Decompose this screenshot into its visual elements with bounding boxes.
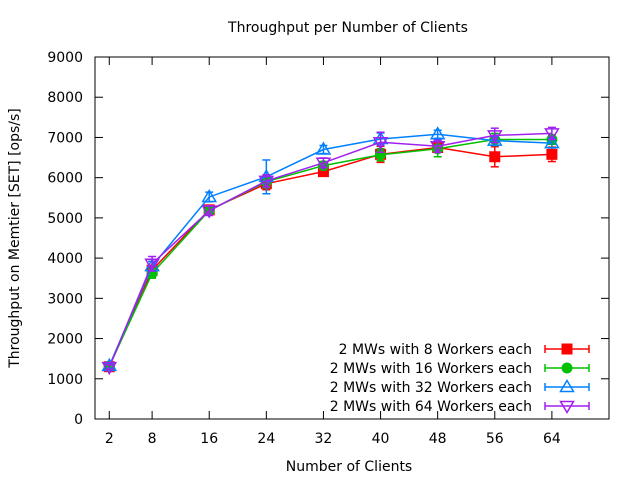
legend-label: 2 MWs with 32 Workers each: [330, 380, 532, 396]
x-tick-label: 16: [200, 431, 218, 447]
data-point: [201, 205, 218, 219]
legend-label: 2 MWs with 64 Workers each: [330, 399, 532, 415]
y-tick-label: 0: [74, 412, 83, 428]
data-point: [544, 128, 560, 142]
data-point: [201, 188, 218, 203]
legend-marker: [559, 379, 575, 393]
data-point: [317, 166, 329, 178]
y-tick-label: 1000: [47, 372, 83, 388]
plot-frame: [94, 56, 610, 420]
y-tick-label: 6000: [47, 171, 83, 187]
x-tick-label: 2: [105, 431, 114, 447]
x-tick-label: 8: [148, 431, 157, 447]
legend: 2 MWs with 8 Workers each 2 MWs with 16 W…: [330, 342, 590, 415]
series-group: [101, 126, 560, 376]
y-tick-label: 4000: [47, 251, 83, 267]
series-line: [108, 132, 552, 368]
x-tick-label: 24: [257, 431, 275, 447]
data-point: [429, 126, 446, 140]
y-tick-label: 5000: [47, 211, 83, 227]
legend-marker: [559, 400, 575, 414]
data-point: [429, 141, 446, 155]
y-axis-label: Throughput on Memtier [SET] [ops/s]: [7, 108, 23, 369]
y-tick-label: 9000: [47, 50, 83, 66]
legend-label: 2 MWs with 8 Workers each: [339, 342, 532, 358]
y-tick-label: 7000: [47, 130, 83, 146]
data-point: [544, 135, 560, 149]
data-point: [101, 361, 118, 376]
y-tick-label: 3000: [47, 291, 83, 307]
x-tick-label: 40: [372, 431, 390, 447]
data-point: [315, 141, 332, 155]
data-point: [546, 148, 558, 160]
data-point: [315, 157, 332, 171]
axes-ticks-group: 0 1000 2000 3000 4000 5000 6000 7000 8000 9000 2 8 1…: [47, 50, 609, 447]
series-line: [108, 146, 552, 368]
series-1: [103, 141, 558, 373]
data-point: [489, 151, 501, 163]
series-line: [108, 138, 552, 367]
x-axis-label: Number of Clients: [286, 459, 412, 475]
legend-label: 2 MWs with 16 Workers each: [330, 361, 532, 377]
data-point: [486, 130, 503, 144]
data-point: [144, 258, 160, 272]
legend-marker: [561, 362, 573, 374]
y-tick-label: 2000: [47, 332, 83, 348]
x-tick-label: 32: [315, 431, 333, 447]
data-point: [486, 132, 503, 146]
y-tick-label: 8000: [47, 90, 83, 106]
legend-marker: [561, 343, 573, 355]
x-tick-label: 56: [486, 431, 504, 447]
x-tick-label: 48: [429, 431, 447, 447]
x-tick-label: 64: [543, 431, 561, 447]
data-point: [372, 137, 389, 151]
chart-title: Throughput per Number of Clients: [227, 20, 468, 36]
series-4: [101, 126, 560, 376]
data-point: [258, 175, 275, 189]
